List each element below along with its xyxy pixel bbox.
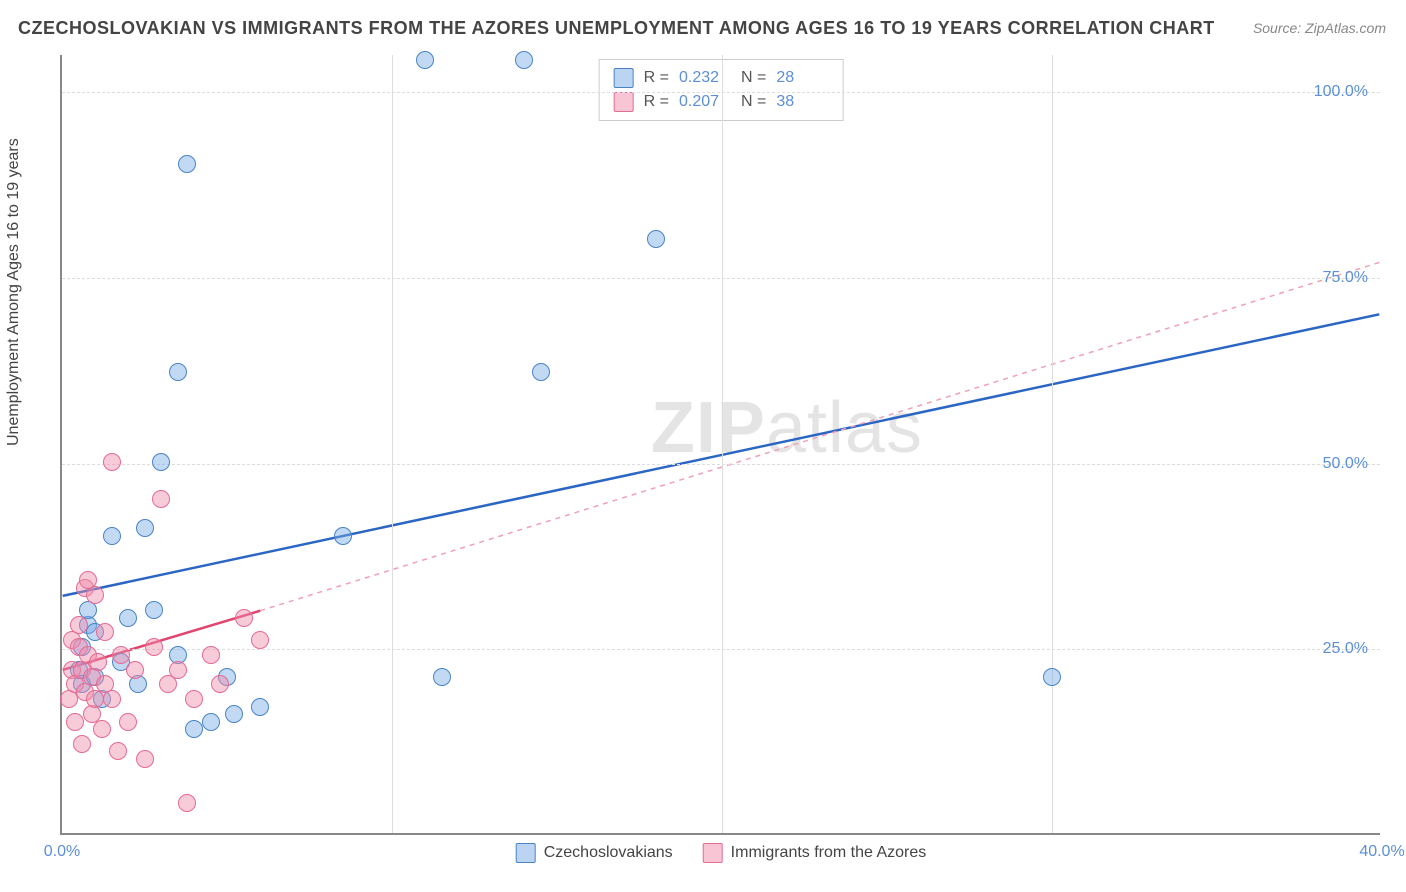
- data-point: [136, 750, 154, 768]
- legend-stats-row-b: R = 0.207 N = 38: [614, 90, 829, 114]
- gridline-v: [722, 55, 723, 833]
- legend-b-label: Immigrants from the Azores: [731, 844, 927, 862]
- data-point: [647, 230, 665, 248]
- trend-lines-svg: [62, 55, 1380, 833]
- gridline-v: [1052, 55, 1053, 833]
- bottom-legend: Czechoslovakians Immigrants from the Azo…: [516, 843, 927, 863]
- data-point: [169, 661, 187, 679]
- ytick-label: 75.0%: [1323, 269, 1368, 287]
- data-point: [251, 698, 269, 716]
- gridline-h: [62, 464, 1380, 465]
- gridline-h: [62, 92, 1380, 93]
- data-point: [93, 720, 111, 738]
- watermark-rest: atlas: [766, 388, 923, 468]
- data-point: [211, 675, 229, 693]
- gridline-v: [392, 55, 393, 833]
- watermark-bold: ZIP: [651, 388, 766, 468]
- data-point: [136, 519, 154, 537]
- data-point: [66, 713, 84, 731]
- data-point: [178, 794, 196, 812]
- plot-area: ZIPatlas R = 0.232 N = 28 R = 0.207 N = …: [60, 55, 1380, 835]
- data-point: [515, 51, 533, 69]
- data-point: [112, 646, 130, 664]
- data-point: [202, 646, 220, 664]
- data-point: [433, 668, 451, 686]
- data-point: [235, 609, 253, 627]
- ytick-label: 50.0%: [1323, 455, 1368, 473]
- gridline-h: [62, 278, 1380, 279]
- bottom-legend-b: Immigrants from the Azores: [703, 843, 927, 863]
- y-axis-label: Unemployment Among Ages 16 to 19 years: [5, 138, 23, 446]
- bottom-legend-a: Czechoslovakians: [516, 843, 673, 863]
- legend-a-label: Czechoslovakians: [544, 844, 673, 862]
- data-point: [202, 713, 220, 731]
- data-point: [169, 363, 187, 381]
- data-point: [119, 713, 137, 731]
- data-point: [86, 586, 104, 604]
- data-point: [103, 527, 121, 545]
- data-point: [185, 720, 203, 738]
- data-point: [89, 653, 107, 671]
- n-value-b: 38: [776, 93, 828, 111]
- xtick-label: 40.0%: [1359, 843, 1404, 861]
- n-label-b: N =: [741, 93, 766, 111]
- swatch-a-icon: [614, 68, 634, 88]
- data-point: [152, 490, 170, 508]
- data-point: [103, 690, 121, 708]
- r-label-b: R =: [644, 93, 669, 111]
- source-text: Source: ZipAtlas.com: [1253, 20, 1386, 36]
- xtick-label: 0.0%: [44, 843, 80, 861]
- swatch-b-icon: [614, 92, 634, 112]
- data-point: [109, 742, 127, 760]
- n-label-a: N =: [741, 69, 766, 87]
- data-point: [126, 661, 144, 679]
- gridline-h: [62, 649, 1380, 650]
- data-point: [145, 638, 163, 656]
- data-point: [251, 631, 269, 649]
- data-point: [119, 609, 137, 627]
- data-point: [70, 616, 88, 634]
- r-value-a: 0.232: [679, 69, 731, 87]
- data-point: [334, 527, 352, 545]
- data-point: [73, 735, 91, 753]
- watermark: ZIPatlas: [651, 387, 923, 469]
- chart-container: CZECHOSLOVAKIAN VS IMMIGRANTS FROM THE A…: [0, 0, 1406, 892]
- data-point: [185, 690, 203, 708]
- data-point: [152, 453, 170, 471]
- data-point: [96, 623, 114, 641]
- legend-stats-row-a: R = 0.232 N = 28: [614, 66, 829, 90]
- data-point: [145, 601, 163, 619]
- ytick-label: 25.0%: [1323, 640, 1368, 658]
- data-point: [416, 51, 434, 69]
- data-point: [225, 705, 243, 723]
- swatch-a-icon: [516, 843, 536, 863]
- chart-title: CZECHOSLOVAKIAN VS IMMIGRANTS FROM THE A…: [18, 18, 1215, 39]
- r-value-b: 0.207: [679, 93, 731, 111]
- data-point: [1043, 668, 1061, 686]
- legend-stats-box: R = 0.232 N = 28 R = 0.207 N = 38: [599, 59, 844, 121]
- data-point: [103, 453, 121, 471]
- n-value-a: 28: [776, 69, 828, 87]
- swatch-b-icon: [703, 843, 723, 863]
- data-point: [178, 155, 196, 173]
- r-label-a: R =: [644, 69, 669, 87]
- data-point: [532, 363, 550, 381]
- ytick-label: 100.0%: [1314, 83, 1368, 101]
